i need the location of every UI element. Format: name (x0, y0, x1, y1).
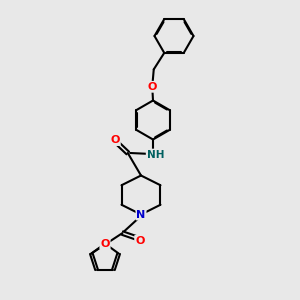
Text: O: O (135, 236, 145, 246)
Text: NH: NH (147, 149, 164, 160)
Text: O: O (110, 135, 120, 145)
Text: N: N (136, 209, 146, 220)
Text: O: O (148, 82, 157, 92)
Text: O: O (100, 238, 110, 249)
